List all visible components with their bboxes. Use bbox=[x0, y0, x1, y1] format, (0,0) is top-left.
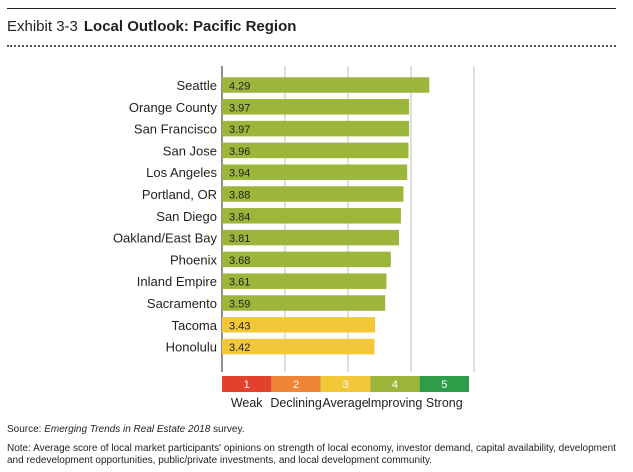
bar-tacoma bbox=[222, 317, 376, 333]
top-rule bbox=[7, 8, 616, 9]
bar-inland-empire bbox=[222, 273, 387, 289]
scale-number: 1 bbox=[244, 379, 250, 391]
value-label: 3.96 bbox=[229, 146, 250, 158]
value-label: 3.81 bbox=[229, 233, 250, 245]
category-label: Phoenix bbox=[170, 252, 217, 267]
scale-label: Average bbox=[322, 396, 368, 410]
category-label: Portland, OR bbox=[142, 187, 217, 202]
category-label: Honolulu bbox=[166, 340, 217, 355]
exhibit-heading: Exhibit 3-3 Local Outlook: Pacific Region bbox=[7, 18, 296, 35]
value-label: 3.97 bbox=[229, 124, 250, 136]
category-label: Inland Empire bbox=[137, 274, 217, 289]
category-label: San Francisco bbox=[134, 122, 217, 137]
bar-san-diego bbox=[222, 208, 401, 224]
value-label: 3.94 bbox=[229, 168, 250, 180]
scale-swatch-2 bbox=[271, 376, 321, 392]
category-label: Los Angeles bbox=[146, 165, 217, 180]
bar-phoenix bbox=[222, 251, 391, 268]
bar-san-jose bbox=[222, 142, 409, 159]
scale-swatch-3 bbox=[320, 376, 371, 392]
category-label: Tacoma bbox=[171, 318, 217, 333]
chart-note: Note: Average score of local market part… bbox=[7, 443, 616, 466]
source-line: Source: Emerging Trends in Real Estate 2… bbox=[7, 424, 245, 435]
source-prefix: Source: bbox=[7, 424, 45, 435]
scale-label: Weak bbox=[231, 396, 263, 410]
value-label: 3.84 bbox=[229, 211, 250, 223]
scale-swatch-5 bbox=[419, 376, 469, 392]
source-suffix: survey. bbox=[210, 424, 245, 435]
bar-sacramento bbox=[222, 295, 386, 311]
bar-los-angeles bbox=[222, 164, 408, 180]
bar-honolulu bbox=[222, 338, 375, 355]
value-label: 3.43 bbox=[229, 320, 250, 332]
bar-chart: Seattle 4.29 Orange County 3.97 San Francisc… bbox=[113, 66, 475, 410]
value-label: 3.88 bbox=[229, 190, 250, 202]
source-title: Emerging Trends in Real Estate 2018 bbox=[44, 424, 211, 435]
category-label: San Diego bbox=[156, 209, 217, 224]
value-label: 4.29 bbox=[229, 81, 250, 93]
scale-label: Declining bbox=[270, 396, 321, 410]
chart-title: Local Outlook: Pacific Region bbox=[83, 18, 297, 35]
scale-number: 2 bbox=[293, 379, 299, 391]
scale-swatch-1 bbox=[222, 376, 272, 392]
category-label: Seattle bbox=[177, 78, 217, 93]
scale-label: Strong bbox=[426, 396, 463, 410]
value-label: 3.61 bbox=[229, 277, 250, 289]
scale-swatch-4 bbox=[370, 376, 420, 392]
scale-number: 4 bbox=[392, 379, 398, 391]
scale-label: Improving bbox=[367, 396, 422, 410]
scale-number: 5 bbox=[441, 379, 447, 391]
dotted-divider bbox=[7, 45, 616, 47]
bar-san-francisco bbox=[222, 120, 410, 137]
value-label: 3.59 bbox=[229, 299, 250, 311]
bar-orange-county bbox=[222, 99, 410, 115]
exhibit-label: Exhibit 3-3 bbox=[7, 18, 78, 35]
category-label: San Jose bbox=[163, 143, 217, 158]
bar-oakland-east-bay bbox=[222, 229, 400, 246]
category-label: Sacramento bbox=[147, 296, 217, 311]
value-label: 3.97 bbox=[229, 102, 250, 114]
bar-seattle bbox=[222, 77, 430, 93]
category-label: Orange County bbox=[129, 100, 218, 115]
bar-portland-or bbox=[222, 186, 404, 202]
value-label: 3.68 bbox=[229, 255, 250, 267]
scale-number: 3 bbox=[342, 379, 348, 391]
value-label: 3.42 bbox=[229, 342, 250, 354]
category-label: Oakland/East Bay bbox=[113, 231, 218, 246]
